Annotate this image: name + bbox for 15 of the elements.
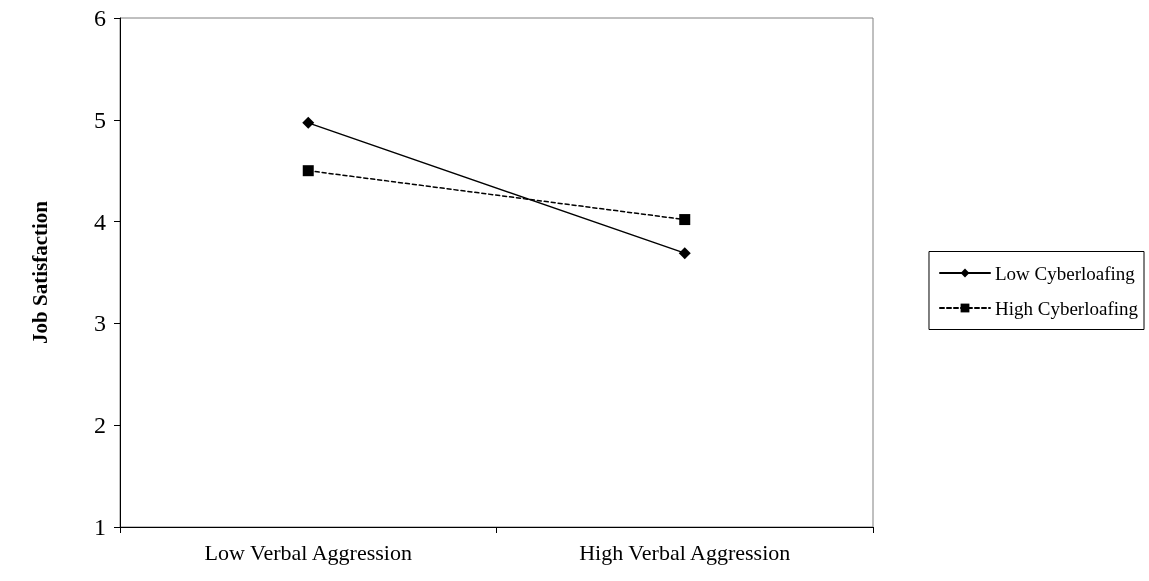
point — [679, 214, 691, 226]
y-tick-label: 3 — [94, 310, 106, 337]
y-tick-label: 6 — [94, 5, 106, 31]
point — [302, 165, 314, 177]
x-tick-label: High Verbal Aggression — [579, 539, 791, 565]
y-tick-label: 5 — [94, 106, 106, 133]
legend-label: Low Cyberloafing — [995, 262, 1136, 284]
legend-label: High Cyberloafing — [995, 297, 1139, 319]
point — [302, 116, 315, 129]
point — [678, 247, 691, 260]
x-tick-label: Low Verbal Aggression — [204, 539, 412, 565]
y-tick-label: 1 — [94, 514, 106, 540]
y-axis-title: Job Satisfaction — [27, 200, 52, 344]
y-tick-label: 2 — [94, 412, 106, 439]
y-tick-label: 4 — [94, 208, 106, 235]
